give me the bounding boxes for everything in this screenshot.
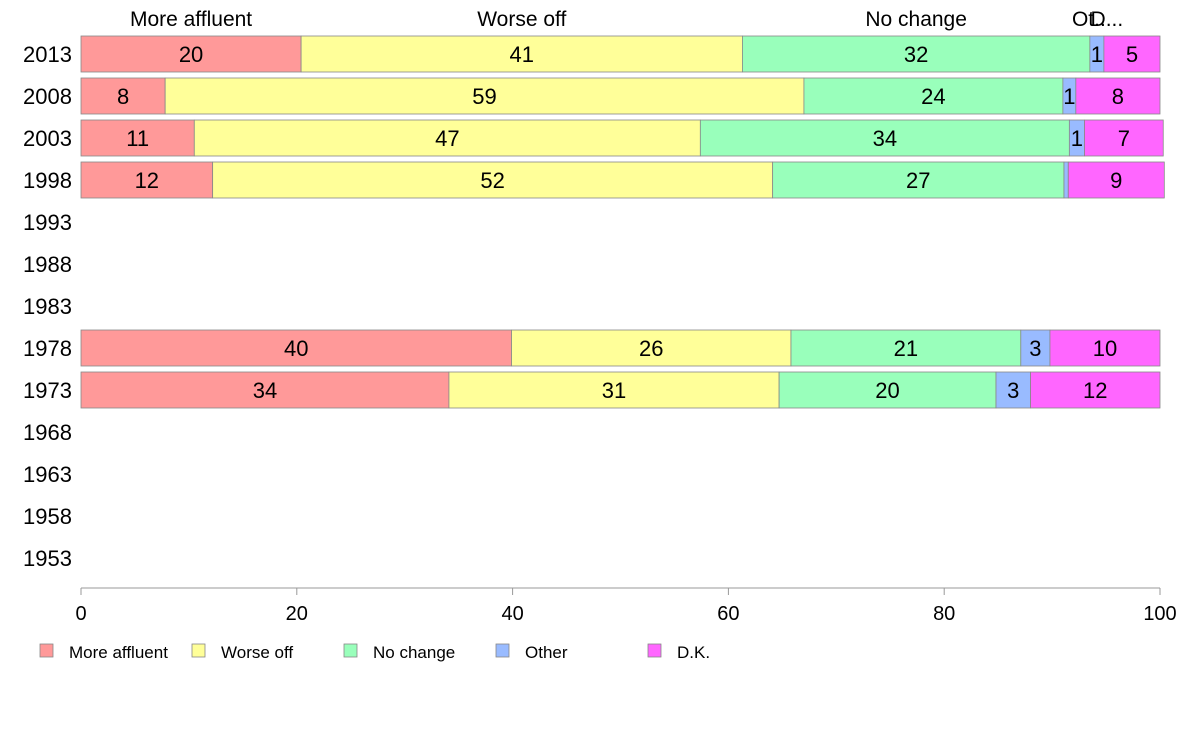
legend-swatch-4 [647, 643, 662, 658]
data-label-1998-series-0: 12 [135, 168, 159, 193]
column-header-label-2: No change [865, 8, 967, 31]
data-label-2008-series-1: 59 [472, 84, 496, 109]
bar-2008-series-2 [803, 77, 1064, 115]
bars-layer: 20 41 32 1 58 59 24 1 811 47 34 1 712 52 27 940 26 21 3 103… [80, 35, 1165, 409]
data-label-2008-series-2: 24 [921, 84, 945, 109]
y-tick-label-2013: 2013 [23, 42, 72, 67]
bar-2013-series-4 [1103, 35, 1161, 73]
data-label-1978-series-4: 10 [1093, 336, 1117, 361]
data-label-2013-series-0: 20 [179, 42, 203, 67]
data-label-1998-series-4: 9 [1110, 168, 1122, 193]
legend-label-1: Worse off [221, 643, 293, 662]
data-label-2003-series-1: 47 [435, 126, 459, 151]
y-tick-label-1993: 1993 [23, 210, 72, 235]
data-label-1978-series-2: 21 [894, 336, 918, 361]
bar-1998-series-0 [80, 161, 214, 199]
legend-swatch-1 [191, 643, 206, 658]
data-label-1998-series-2: 27 [906, 168, 930, 193]
data-label-2008-series-0: 8 [117, 84, 129, 109]
data-label-1978-series-3: 3 [1029, 336, 1041, 361]
data-label-1973-series-1: 31 [602, 378, 626, 403]
bar-1998-series-3 [1063, 161, 1069, 199]
bar-2008-series-1 [164, 77, 805, 115]
data-label-1973-series-2: 20 [875, 378, 899, 403]
data-label-2003-series-4: 7 [1118, 126, 1130, 151]
bar-1998-series-4 [1067, 161, 1165, 199]
legend-swatch-0 [39, 643, 54, 658]
y-tick-label-1978: 1978 [23, 336, 72, 361]
data-label-2003-series-2: 34 [873, 126, 897, 151]
legend-label-3: Other [525, 643, 568, 662]
x-tick-label-80: 80 [933, 603, 955, 625]
bar-1973-series-2 [778, 371, 997, 409]
data-label-1973-series-3: 3 [1007, 378, 1019, 403]
bar-2003-series-4 [1084, 119, 1164, 157]
bar-1978-series-4 [1049, 329, 1161, 367]
y-tick-label-1953: 1953 [23, 546, 72, 571]
y-tick-label-1968: 1968 [23, 420, 72, 445]
data-label-2013-series-4: 5 [1126, 42, 1138, 67]
bar-1973-series-3 [995, 371, 1031, 409]
x-tick-label-20: 20 [286, 603, 308, 625]
data-label-2013-series-3: 1 [1091, 42, 1103, 67]
bar-1998-series-1 [212, 161, 774, 199]
data-label-2003-series-0: 11 [126, 126, 149, 151]
column-header-label-4: D... [1091, 8, 1124, 31]
data-label-2013-series-2: 32 [904, 42, 928, 67]
column-header-labels: More affluent Worse off No change Ot..D... [130, 8, 1123, 31]
bar-2003-series-1 [193, 119, 701, 157]
bar-1973-series-0 [80, 371, 450, 409]
data-label-1973-series-4: 12 [1083, 378, 1107, 403]
data-label-1978-series-0: 40 [284, 336, 308, 361]
y-axis-labels: 2013 2008 2003 1998 1993 1988 1983 1978 1973 1968… [23, 42, 72, 571]
data-label-2008-series-4: 8 [1112, 84, 1124, 109]
y-tick-label-2008: 2008 [23, 84, 72, 109]
bar-1998-series-2 [772, 161, 1065, 199]
y-tick-label-1998: 1998 [23, 168, 72, 193]
data-label-2003-series-3: 1 [1071, 126, 1083, 151]
legend: More affluent Worse off No change Other D.K. [39, 643, 710, 662]
y-tick-label-1973: 1973 [23, 378, 72, 403]
y-tick-label-1988: 1988 [23, 252, 72, 277]
legend-label-0: More affluent [69, 643, 168, 662]
x-axis: 0 20 40 60 80 100 [75, 587, 1177, 625]
data-label-1978-series-1: 26 [639, 336, 663, 361]
legend-label-4: D.K. [677, 643, 710, 662]
y-tick-label-2003: 2003 [23, 126, 72, 151]
data-label-1998-series-1: 52 [480, 168, 504, 193]
column-header-label-1: Worse off [477, 8, 566, 31]
bar-1978-series-2 [790, 329, 1022, 367]
column-header-label-0: More affluent [130, 8, 252, 31]
data-label-2013-series-1: 41 [510, 42, 534, 67]
y-tick-label-1983: 1983 [23, 294, 72, 319]
x-tick-label-40: 40 [501, 603, 523, 625]
legend-swatch-2 [343, 643, 358, 658]
data-label-2008-series-3: 1 [1063, 84, 1075, 109]
bar-2003-series-2 [699, 119, 1070, 157]
bar-2008-series-0 [80, 77, 166, 115]
bar-1973-series-4 [1030, 371, 1161, 409]
y-tick-label-1958: 1958 [23, 504, 72, 529]
x-tick-label-60: 60 [717, 603, 739, 625]
column-header-label-3: Ot.. [1072, 8, 1106, 31]
bar-1978-series-1 [511, 329, 792, 367]
x-tick-label-0: 0 [75, 603, 86, 625]
legend-label-2: No change [373, 643, 455, 662]
x-tick-label-100: 100 [1143, 603, 1176, 625]
legend-swatch-3 [495, 643, 510, 658]
y-tick-label-1963: 1963 [23, 462, 72, 487]
bar-2008-series-4 [1075, 77, 1161, 115]
bar-2013-series-1 [300, 35, 743, 73]
data-label-1973-series-0: 34 [253, 378, 277, 403]
bar-1978-series-3 [1020, 329, 1051, 367]
